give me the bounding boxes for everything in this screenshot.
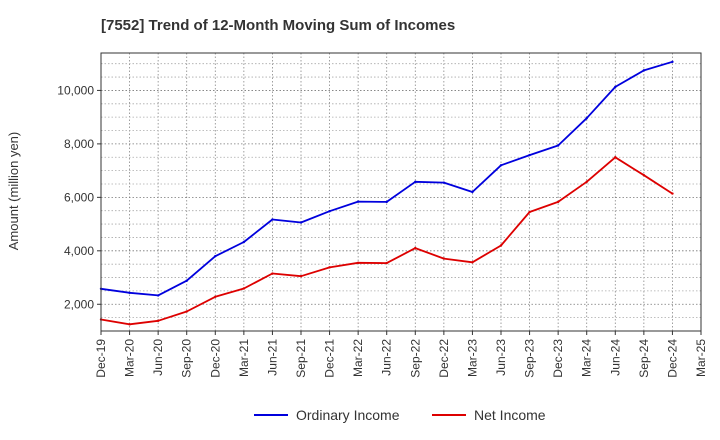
data-point [499,164,503,167]
data-point [271,272,274,275]
legend-label-net-income: Net Income [474,407,546,423]
data-point [499,244,503,247]
data-point [299,221,303,224]
data-point [185,279,188,282]
x-tick-label: Jun-23 [494,339,508,376]
data-point [185,310,188,313]
y-tick-label: 10,000 [57,83,94,97]
x-tick-label: Dec-21 [323,339,337,378]
y-axis-label: Amount (million yen) [6,132,21,251]
x-tick-label: Mar-23 [465,339,479,377]
y-tick-label: 2,000 [64,297,94,311]
data-point [242,240,246,244]
x-tick-label: Mar-21 [237,339,251,377]
data-point [671,192,674,195]
data-point [385,200,388,204]
legend: Ordinary Income Net Income [254,407,546,423]
x-tick-label: Sep-20 [180,339,194,378]
data-point [242,287,246,290]
data-point [671,60,674,64]
data-point [356,261,360,265]
x-tick-label: Dec-20 [208,339,222,378]
data-point [556,200,560,204]
data-point [471,190,474,194]
data-point [528,153,531,157]
x-tick-label: Sep-21 [294,339,308,378]
data-point [214,254,217,258]
x-tick-label: Jun-22 [380,339,394,376]
data-point [442,181,446,184]
data-point [556,144,560,147]
x-tick-label: Dec-23 [551,339,565,378]
data-point [156,319,160,323]
data-point [442,257,446,260]
legend-label-ordinary-income: Ordinary Income [296,407,400,423]
data-point [271,218,274,221]
data-point [614,156,617,159]
x-tick-label: Dec-24 [665,339,679,378]
x-tick-labels: Dec-19 Mar-20 Jun-20 Sep-20 Dec-20 Mar-21 Jun-… [94,331,708,378]
x-tick-label: Jun-21 [265,339,279,376]
data-point [385,261,388,265]
data-point [585,180,588,184]
x-tick-label: Sep-24 [637,339,651,378]
x-tick-label: Mar-22 [351,339,365,377]
data-point [356,200,360,203]
y-tick-label: 6,000 [64,190,94,204]
data-point [642,173,646,177]
data-point [614,85,617,89]
data-point [128,323,131,326]
x-tick-label: Mar-20 [123,339,137,377]
x-tick-label: Sep-22 [408,339,422,378]
data-point [585,117,588,120]
data-point [414,180,417,184]
data-point [156,294,160,297]
x-tick-label: Dec-19 [94,339,108,378]
x-tick-label: Jun-24 [608,339,622,376]
data-point [328,266,331,269]
chart-title: [7552] Trend of 12-Month Moving Sum of I… [101,17,455,34]
x-tick-label: Sep-23 [523,339,537,378]
y-tick-labels: 2,000 4,000 6,000 8,000 10,000 [57,83,101,311]
x-tick-label: Mar-24 [580,339,594,377]
y-tick-label: 4,000 [64,244,94,258]
data-point [642,69,646,72]
x-tick-label: Jun-20 [151,339,165,376]
data-point [299,275,303,278]
x-tick-label: Dec-22 [437,339,451,378]
grid [101,53,701,331]
data-point [414,246,417,250]
data-point [328,210,331,213]
data-point [128,291,131,294]
series-group [99,60,674,326]
plot-frame [100,52,702,332]
x-tick-label: Mar-25 [694,339,708,377]
y-tick-label: 8,000 [64,137,94,151]
data-point [528,210,531,214]
data-point [214,295,217,298]
data-point [471,261,474,264]
